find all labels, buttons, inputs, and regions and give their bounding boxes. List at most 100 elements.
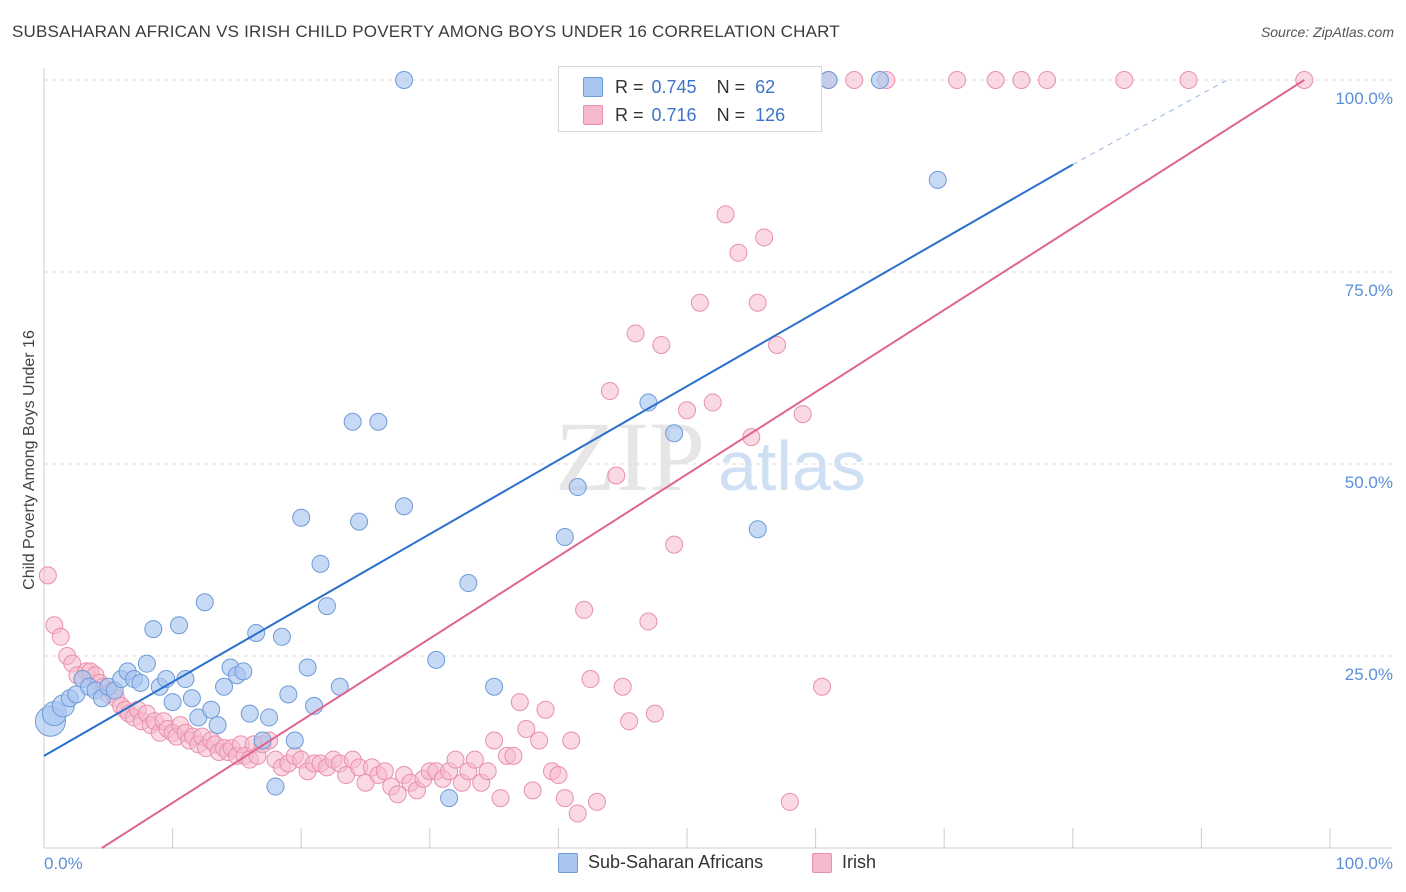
subsaharan-point xyxy=(298,658,317,677)
subsaharan-point xyxy=(748,520,767,539)
legend-r-label: R = xyxy=(615,104,644,125)
subsaharan-point xyxy=(137,654,156,673)
irish-point xyxy=(1012,71,1031,89)
irish-point xyxy=(813,677,832,696)
irish-point xyxy=(562,731,581,750)
subsaharan-point xyxy=(292,508,311,527)
irish-point xyxy=(388,785,407,804)
irish-point xyxy=(446,750,465,769)
legend-n-value: 126 xyxy=(755,104,786,125)
subsaharan-point xyxy=(485,677,504,696)
irish-point xyxy=(1179,71,1198,89)
legend-swatch-pink xyxy=(583,105,603,125)
irish-points xyxy=(38,71,1314,823)
irish-point xyxy=(626,324,645,343)
irish-point xyxy=(530,731,549,750)
irish-point xyxy=(504,746,523,765)
irish-point xyxy=(485,731,504,750)
irish-point xyxy=(665,535,684,554)
subsaharan-point xyxy=(208,716,227,735)
legend-n-value: 62 xyxy=(755,76,776,97)
irish-point xyxy=(536,700,555,719)
irish-point xyxy=(1115,71,1134,89)
irish-trend-line xyxy=(101,79,1305,849)
legend: R = 0.745 N = 62 R = 0.716 N = 126 xyxy=(558,66,822,132)
irish-point xyxy=(478,762,497,781)
irish-point xyxy=(587,792,606,811)
irish-point xyxy=(375,762,394,781)
subsaharan-point xyxy=(555,527,574,546)
subsaharan-point xyxy=(163,693,182,712)
irish-point xyxy=(600,382,619,401)
subsaharan-trend-extension xyxy=(1072,79,1228,165)
legend-n-label: N = xyxy=(716,104,746,125)
irish-point xyxy=(523,781,542,800)
irish-point xyxy=(613,677,632,696)
subsaharan-point xyxy=(369,412,388,431)
subsaharan-point xyxy=(215,677,234,696)
source-credit: Source: ZipAtlas.com xyxy=(1260,24,1394,40)
subsaharan-point xyxy=(272,627,291,646)
irish-point xyxy=(491,789,510,808)
chart-title: SUBSAHARAN AFRICAN VS IRISH CHILD POVERT… xyxy=(12,22,840,41)
subsaharan-point xyxy=(395,71,414,89)
subsaharan-point xyxy=(279,685,298,704)
x-tick-label: 100.0% xyxy=(1335,854,1393,873)
subsaharan-point xyxy=(266,777,285,796)
y-tick-label: 25.0% xyxy=(1345,665,1393,684)
irish-point xyxy=(581,670,600,689)
subsaharan-point xyxy=(568,478,587,497)
x-tick-labels: 0.0% 100.0% xyxy=(44,854,1393,873)
irish-point xyxy=(845,71,864,89)
y-tick-label: 75.0% xyxy=(1345,281,1393,300)
irish-point xyxy=(716,205,735,224)
bottom-legend-irish: Irish xyxy=(812,852,876,873)
subsaharan-trend-line xyxy=(43,163,1074,757)
irish-point xyxy=(639,612,658,631)
subsaharan-point xyxy=(870,71,889,89)
irish-point xyxy=(986,71,1005,89)
trend-lines xyxy=(43,79,1305,849)
irish-point xyxy=(620,712,639,731)
subsaharan-point xyxy=(440,789,459,808)
irish-point xyxy=(793,405,812,424)
subsaharan-point xyxy=(182,689,201,708)
irish-point xyxy=(768,335,787,354)
subsaharan-point xyxy=(260,708,279,727)
irish-point xyxy=(948,71,967,89)
irish-point xyxy=(607,466,626,485)
subsaharan-point xyxy=(427,650,446,669)
irish-point xyxy=(748,293,767,312)
legend-r-label: R = xyxy=(615,76,644,97)
legend-n-label: N = xyxy=(716,76,746,97)
watermark: ZIP atlas xyxy=(555,401,866,512)
irish-point xyxy=(703,393,722,412)
legend-swatch-blue xyxy=(583,77,603,97)
y-tick-labels: 25.0% 50.0% 75.0% 100.0% xyxy=(1335,89,1393,684)
irish-point xyxy=(652,335,671,354)
bottom-legend-label: Sub-Saharan Africans xyxy=(588,852,764,872)
irish-point xyxy=(780,792,799,811)
irish-point xyxy=(755,228,774,247)
irish-point xyxy=(549,766,568,785)
subsaharan-point xyxy=(144,620,163,639)
x-tick-label: 0.0% xyxy=(44,854,83,873)
subsaharan-point xyxy=(819,71,838,89)
bottom-legend-subsaharan: Sub-Saharan Africans xyxy=(558,852,763,873)
legend-row-subsaharan: R = 0.745 N = 62 xyxy=(559,73,821,101)
irish-point xyxy=(465,750,484,769)
watermark-atlas: atlas xyxy=(718,427,866,505)
subsaharan-point xyxy=(240,704,259,723)
irish-point xyxy=(575,600,594,619)
subsaharan-point xyxy=(395,497,414,516)
subsaharan-point xyxy=(665,424,684,443)
y-axis-label: Child Poverty Among Boys Under 16 xyxy=(21,330,38,590)
irish-point xyxy=(568,804,587,823)
y-tick-label: 100.0% xyxy=(1335,89,1393,108)
bottom-swatch-blue xyxy=(558,852,578,873)
irish-point xyxy=(517,719,536,738)
irish-point xyxy=(690,293,709,312)
subsaharan-point xyxy=(285,731,304,750)
subsaharan-point xyxy=(928,170,947,189)
